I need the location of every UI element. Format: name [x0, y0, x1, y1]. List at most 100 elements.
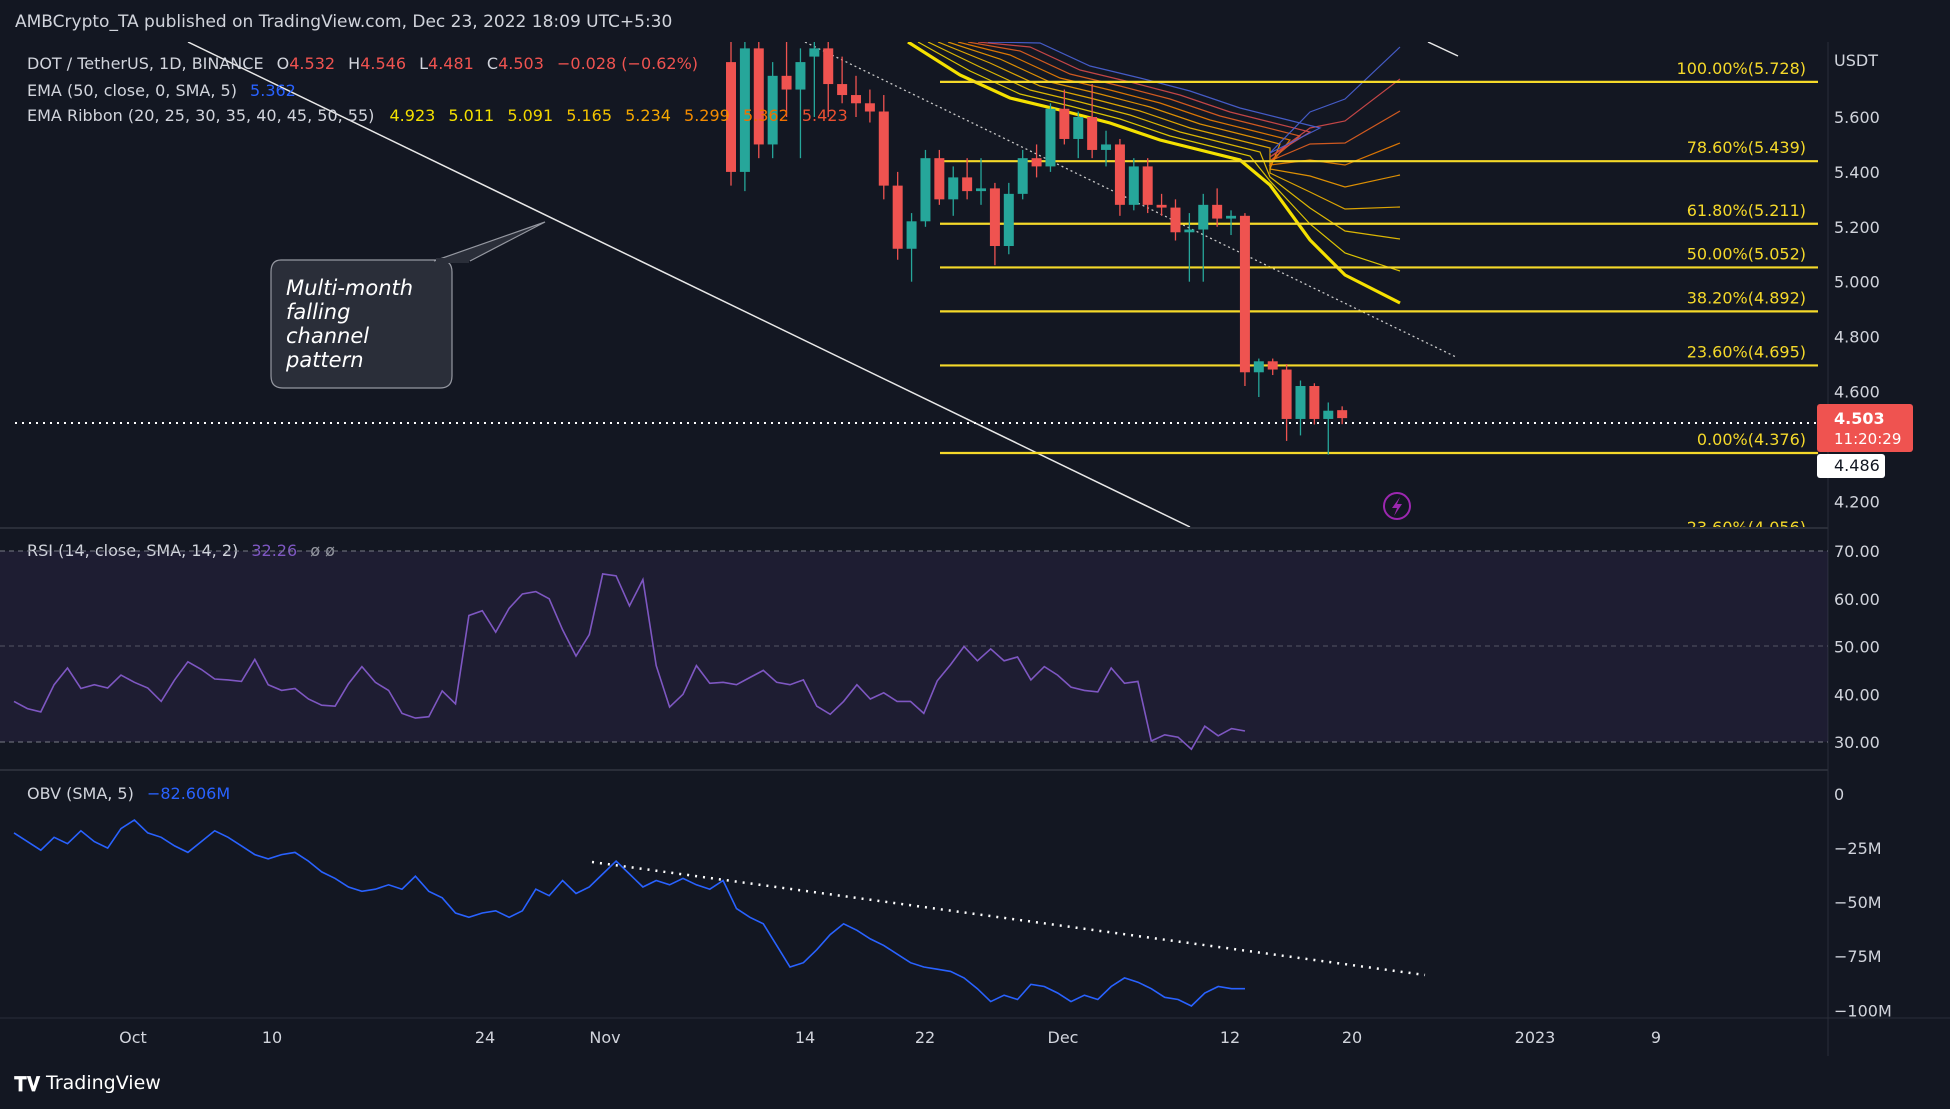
rsi-tick-label: 40.00: [1834, 685, 1880, 704]
price-tick-label: 5.400: [1834, 163, 1880, 182]
ema-ribbon-line: [967, 42, 1401, 162]
time-tick-label: Oct: [119, 1028, 147, 1047]
price-tick-label: 4.600: [1834, 383, 1880, 402]
candle-body: [989, 188, 1000, 247]
candle-body: [1087, 117, 1098, 150]
callout-line-1: Multi-month: [286, 276, 413, 300]
candle-body: [1003, 193, 1014, 247]
ema-ribbon-line: [937, 42, 1401, 210]
candle-body: [739, 48, 750, 172]
candle-body: [1253, 361, 1264, 373]
candle-body: [878, 111, 889, 186]
candle-body: [767, 75, 778, 145]
candle-body: [795, 62, 806, 90]
time-tick-label: 24: [475, 1028, 495, 1047]
legend-ribbon-line: EMA Ribbon (20, 25, 30, 35, 40, 45, 50, …: [27, 106, 848, 125]
price-tick-label: 5.000: [1834, 273, 1880, 292]
fibonacci-levels: [940, 80, 1818, 455]
candle-body: [1142, 166, 1153, 205]
rsi-tick-label: 70.00: [1834, 542, 1880, 561]
publisher-header: AMBCrypto_TA published on TradingView.co…: [0, 0, 1950, 42]
rsi-axis[interactable]: 70.00 60.00 50.00 40.00 30.00: [1834, 542, 1880, 752]
candle-body: [1045, 108, 1056, 167]
legend-obv-line: OBV (SMA, 5) −82.606M: [27, 784, 230, 803]
channel-upper-line[interactable]: [1427, 42, 1459, 57]
candle-body: [1059, 108, 1070, 139]
price-tick-label: 4.800: [1834, 328, 1880, 347]
last-price-value: 4.503: [1834, 409, 1885, 428]
rsi-pane[interactable]: [0, 550, 1828, 751]
time-tick-label: 2023: [1515, 1028, 1556, 1047]
falling-channel-line[interactable]: [187, 42, 1191, 527]
time-axis[interactable]: Oct 10 24 Nov 14 22 Dec 12 20 2023 9: [119, 1028, 1661, 1047]
obv-pane[interactable]: [13, 818, 1426, 1007]
candle-body: [948, 177, 959, 200]
price-tick-label: 5.200: [1834, 218, 1880, 237]
candle-body: [864, 103, 875, 112]
ema-ribbon-line: [927, 42, 1401, 240]
candle-body: [962, 177, 973, 192]
price-tick-label: 5.600: [1834, 108, 1880, 127]
candle-body: [1212, 204, 1223, 219]
candle-body: [976, 188, 987, 192]
candle-body: [1267, 361, 1278, 370]
candle-body: [1184, 229, 1195, 233]
fib-level-label: 100.00%(5.728): [1677, 59, 1806, 78]
callout-line-3: channel: [286, 324, 369, 348]
fib-level-label: 38.20%(4.892): [1687, 288, 1806, 307]
obv-trendline[interactable]: [591, 860, 1426, 977]
candle-body: [1073, 117, 1084, 139]
candle-body: [1170, 207, 1181, 233]
obv-tick-label: −75M: [1834, 947, 1882, 966]
candle-body: [1198, 204, 1209, 230]
ema-ribbon-line: [947, 42, 1401, 188]
candle-body: [1017, 158, 1028, 194]
currency-label: USDT: [1834, 51, 1878, 70]
low-price-tag: 4.486: [1817, 454, 1885, 478]
price-axis[interactable]: USDT 5.600 5.400 5.200 5.000 4.800 4.600 4.200: [1834, 51, 1880, 511]
fib-level-label: 0.00%(4.376): [1697, 430, 1806, 449]
candle-body: [1309, 386, 1320, 419]
publisher-line: AMBCrypto_TA published on TradingView.co…: [15, 12, 673, 32]
time-tick-label: 9: [1651, 1028, 1661, 1047]
price-pane[interactable]: 100.00%(5.728) 78.60%(5.439) 61.80%(5.211)…: [15, 42, 1828, 541]
ema-ribbon-line: [917, 42, 1401, 272]
candle-body: [1295, 386, 1306, 419]
rsi-tick-label: 50.00: [1834, 638, 1880, 657]
legend-ema-line: EMA (50, close, 0, SMA, 5) 5.362: [27, 81, 296, 100]
time-tick-label: 22: [915, 1028, 935, 1047]
candle-body: [1281, 369, 1292, 419]
candle-body: [906, 221, 917, 249]
callout-annotation[interactable]: Multi-month falling channel pattern: [270, 221, 546, 389]
callout-line-4: pattern: [285, 348, 364, 372]
price-tick-label: 4.200: [1834, 492, 1880, 511]
obv-tick-label: −100M: [1834, 1001, 1892, 1020]
tradingview-logo-icon: 𝐓𝐕: [14, 1072, 41, 1096]
obv-series-line: [13, 818, 1245, 1007]
candle-body: [809, 48, 820, 57]
fib-level-label: 78.60%(5.439): [1687, 138, 1806, 157]
rsi-tick-label: 60.00: [1834, 590, 1880, 609]
fib-level-label: −23.60%(4.056): [1673, 518, 1806, 537]
candle-body: [1323, 410, 1334, 419]
obv-axis[interactable]: 0 −25M −50M −75M −100M: [1834, 785, 1892, 1020]
candle-body: [1337, 410, 1348, 419]
obv-tick-label: −25M: [1834, 839, 1882, 858]
candle-body: [753, 48, 764, 145]
legend: DOT / TetherUS, 1D, BINANCE O4.532 H4.54…: [27, 54, 848, 803]
low-price-value: 4.486: [1834, 456, 1880, 475]
candle-body: [781, 75, 792, 90]
legend-symbol-line: DOT / TetherUS, 1D, BINANCE O4.532 H4.54…: [27, 54, 698, 73]
candle-body: [1128, 166, 1139, 205]
candle-body: [934, 158, 945, 200]
candle-body: [1156, 204, 1167, 208]
time-tick-label: Dec: [1048, 1028, 1079, 1047]
time-tick-label: 10: [262, 1028, 282, 1047]
obv-tick-label: 0: [1834, 785, 1844, 804]
lightning-icon[interactable]: [1383, 492, 1411, 520]
candle-body: [1101, 144, 1112, 150]
candle-body: [1239, 215, 1250, 373]
footer-brand: TradingView: [46, 1072, 161, 1094]
candle-body: [1226, 215, 1237, 219]
ema-ribbon-line: [987, 42, 1401, 154]
